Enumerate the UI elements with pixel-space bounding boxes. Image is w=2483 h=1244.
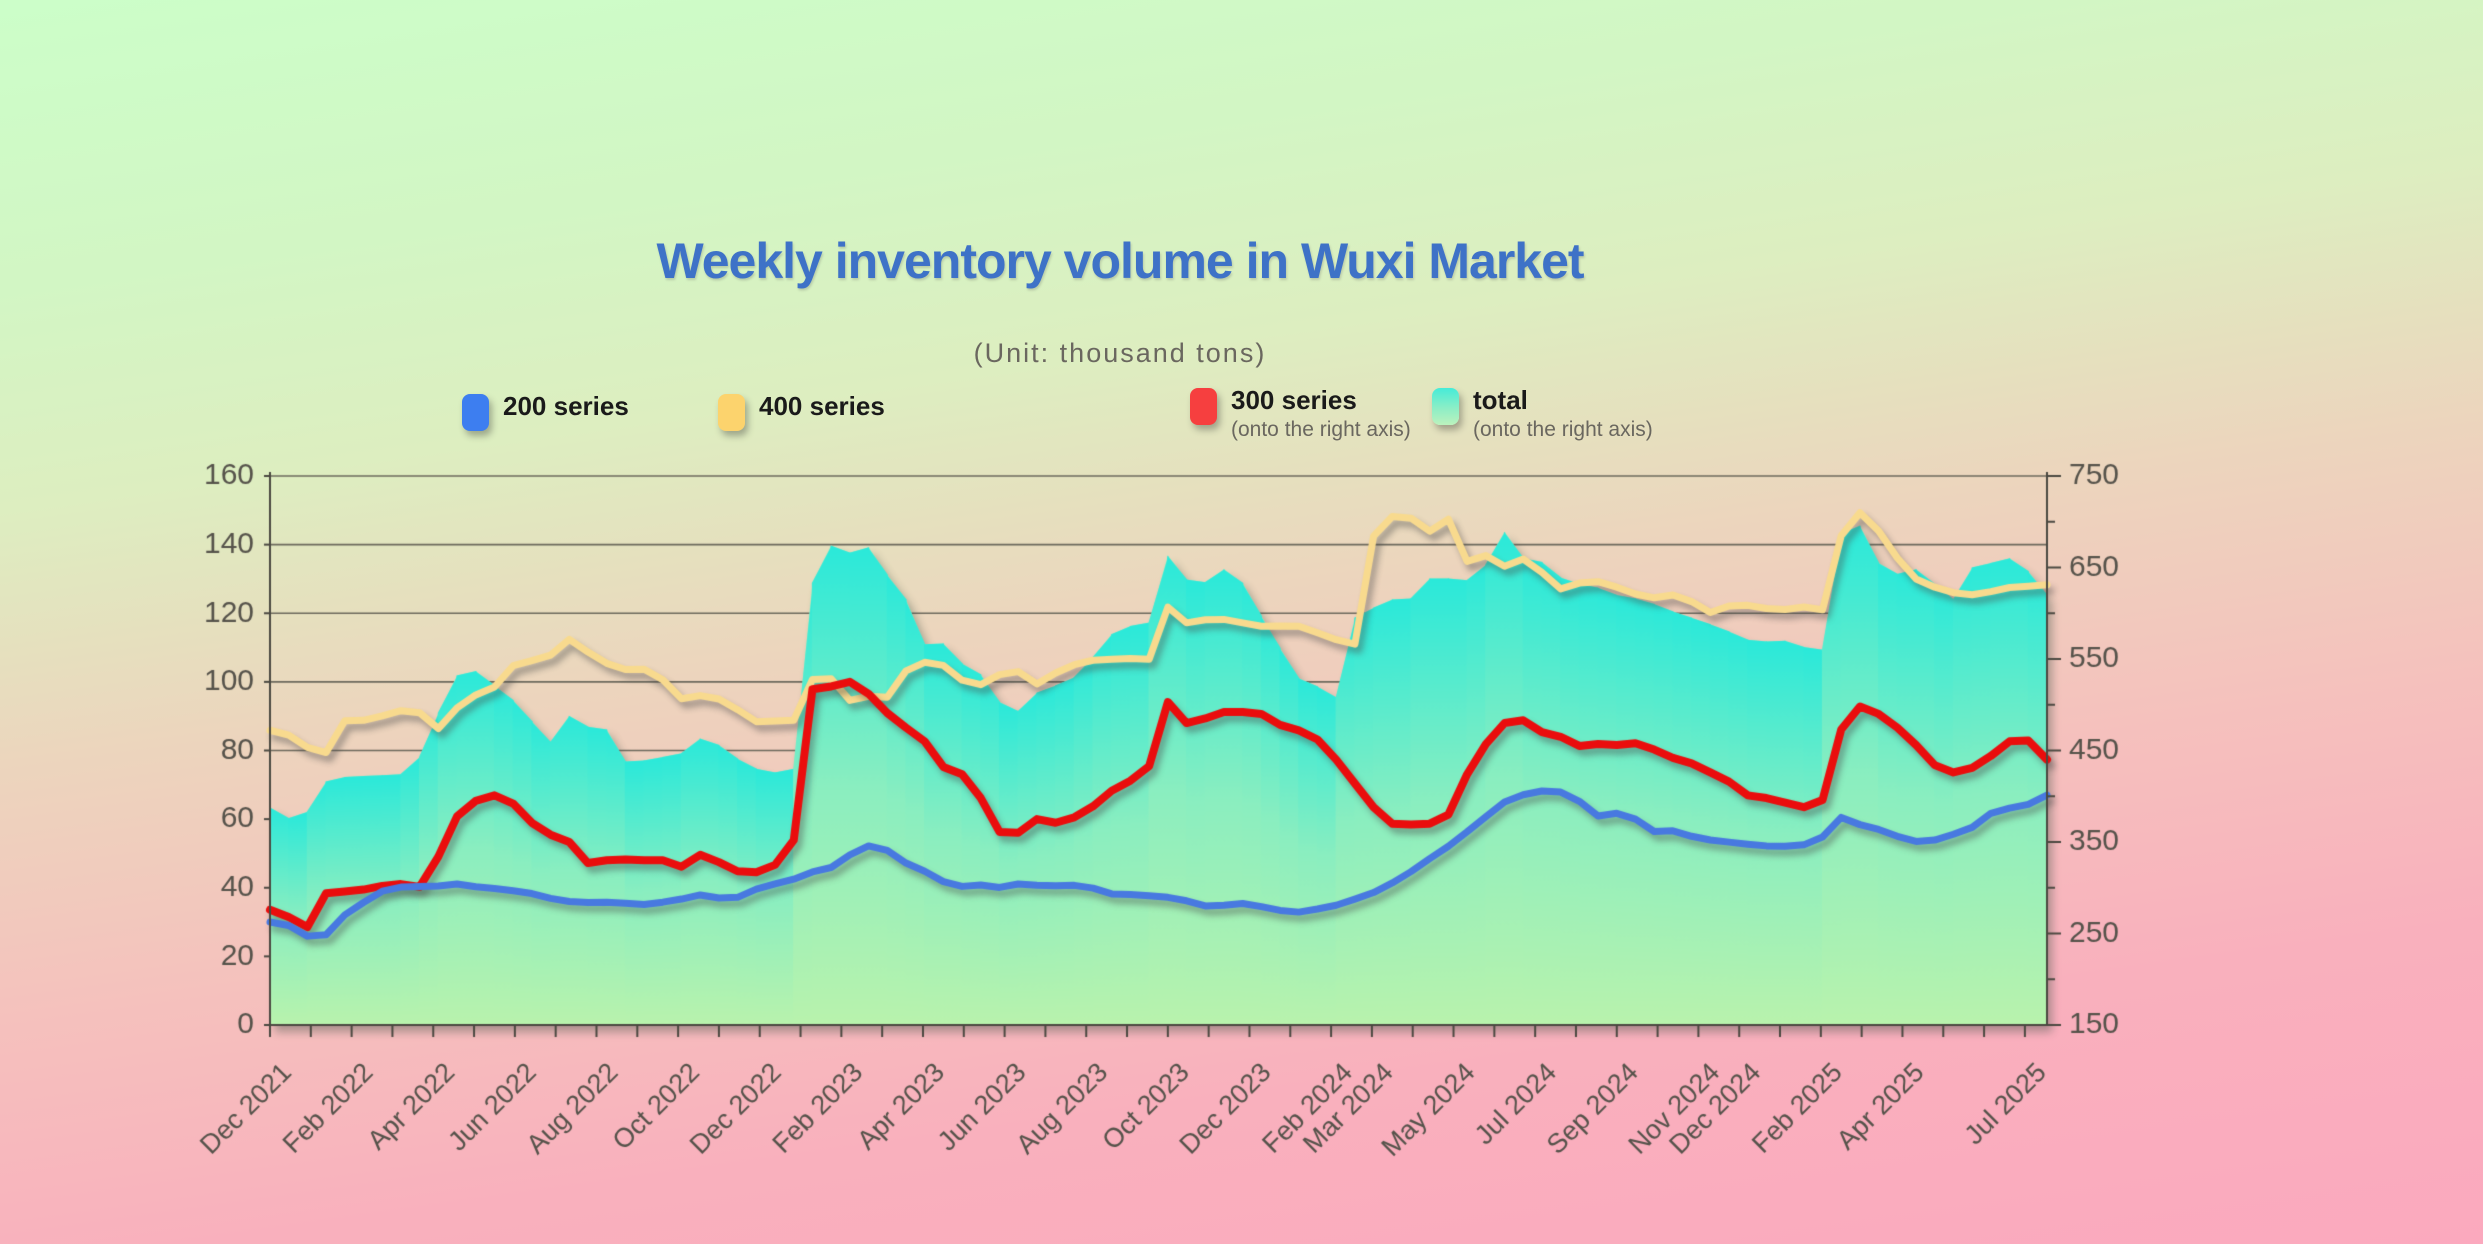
- legend-label: total: [1473, 385, 1528, 415]
- legend-swatch-300-series-icon: [1190, 388, 1217, 425]
- legend-sublabel: (onto the right axis): [1473, 417, 1653, 441]
- legend-item-400-series[interactable]: 400 series: [718, 391, 885, 431]
- legend-item-300-series[interactable]: 300 series (onto the right axis): [1190, 385, 1411, 442]
- page-subtitle: (Unit: thousand tons): [973, 338, 1267, 368]
- legend-label: 300 series: [1231, 385, 1357, 415]
- legend-sublabel: (onto the right axis): [1231, 417, 1411, 441]
- legend-swatch-400-series-icon: [718, 394, 745, 431]
- page-title: Weekly inventory volume in Wuxi Market: [656, 233, 1584, 289]
- legend-swatch-200-series-icon: [462, 394, 489, 431]
- legend-swatch-total-icon: [1432, 388, 1459, 425]
- legend-label: 400 series: [759, 391, 885, 421]
- legend-item-200-series[interactable]: 200 series: [462, 391, 629, 431]
- chart-legend: 200 series 400 series 300 series (onto t…: [0, 385, 2483, 462]
- legend-item-total[interactable]: total (onto the right axis): [1432, 385, 1653, 442]
- legend-label: 200 series: [503, 391, 629, 421]
